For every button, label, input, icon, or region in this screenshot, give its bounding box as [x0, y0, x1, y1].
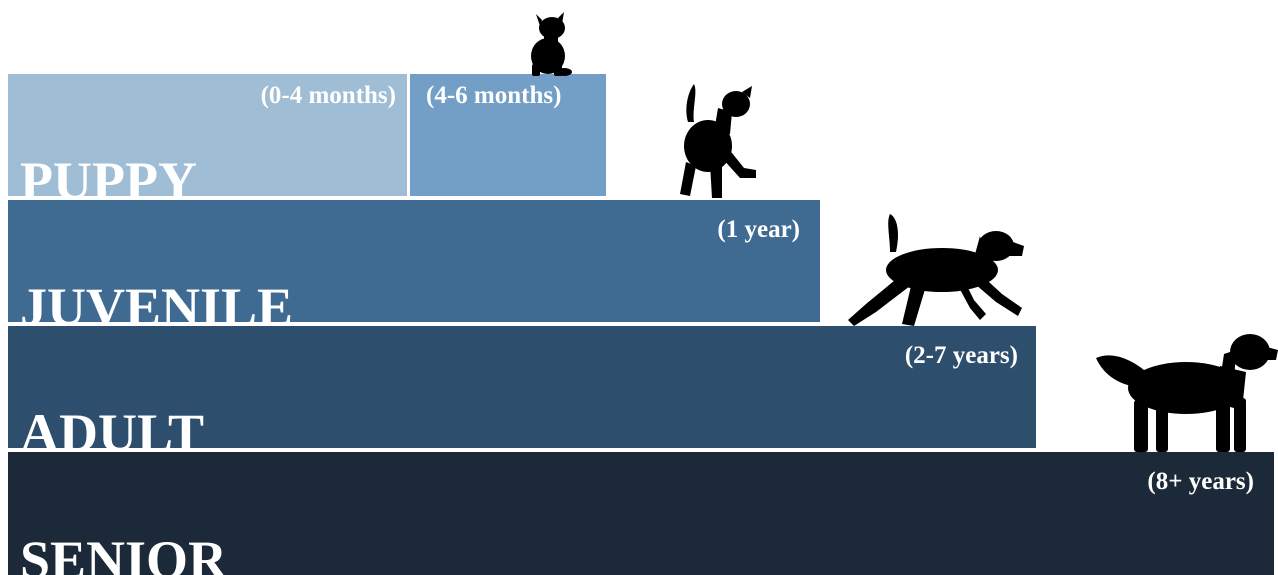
- age-puppy-early: (0-4 months): [260, 82, 396, 109]
- stage-label-puppy: PUPPY: [20, 151, 197, 196]
- age-adult: (2-7 years): [904, 342, 1018, 369]
- age-juvenile: (1 year): [717, 216, 800, 243]
- age-puppy-late: (4-6 months): [426, 82, 562, 109]
- running-dog-icon: [846, 212, 1030, 328]
- sitting-puppy-icon: [520, 10, 576, 76]
- bar-senior: (8+ years) SENIOR: [8, 452, 1274, 575]
- stage-label-senior: SENIOR: [20, 530, 228, 575]
- bar-juvenile: (1 year) JUVENILE: [8, 200, 820, 322]
- bar-adult: (2-7 years) ADULT: [8, 326, 1036, 448]
- standing-senior-dog-icon: [1094, 330, 1278, 454]
- jumping-young-dog-icon: [672, 82, 764, 200]
- age-senior: (8+ years): [1147, 468, 1254, 495]
- bar-puppy-late: (4-6 months): [410, 74, 606, 196]
- bar-puppy-early: (0-4 months) PUPPY: [8, 74, 407, 196]
- stage-label-juvenile: JUVENILE: [20, 277, 294, 322]
- stage-label-adult: ADULT: [20, 403, 205, 448]
